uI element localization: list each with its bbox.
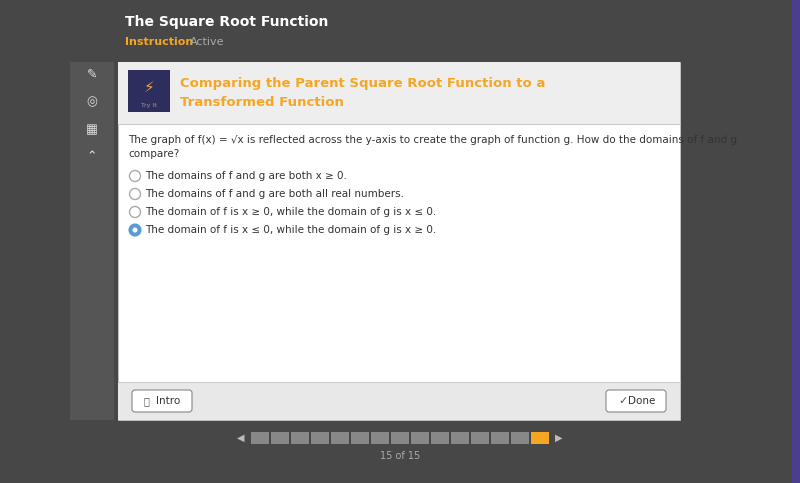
Text: ⚡: ⚡	[144, 80, 154, 95]
Text: The domains of f and g are both x ≥ 0.: The domains of f and g are both x ≥ 0.	[145, 171, 347, 181]
Text: Instruction: Instruction	[125, 37, 194, 47]
Text: compare?: compare?	[128, 149, 179, 159]
Bar	[411, 432, 429, 444]
Circle shape	[133, 227, 138, 232]
Bar	[471, 432, 489, 444]
Bar	[271, 432, 289, 444]
Bar	[118, 62, 680, 420]
Bar	[311, 432, 329, 444]
Text: The graph of f(x) = √x is reflected across the y-axis to create the graph of fun: The graph of f(x) = √x is reflected acro…	[128, 135, 737, 145]
Bar	[491, 432, 509, 444]
FancyBboxPatch shape	[606, 390, 666, 412]
Bar	[118, 62, 680, 124]
Bar	[431, 432, 449, 444]
Bar	[118, 382, 680, 420]
Text: Comparing the Parent Square Root Function to a: Comparing the Parent Square Root Functio…	[180, 77, 546, 90]
Text: ✎: ✎	[86, 68, 98, 81]
Text: Intro: Intro	[156, 396, 180, 406]
Bar	[391, 432, 409, 444]
Text: ▶: ▶	[555, 433, 562, 443]
Text: ◀: ◀	[238, 433, 245, 443]
Text: ◎: ◎	[86, 96, 98, 109]
Text: The domain of f is x ≤ 0, while the domain of g is x ≥ 0.: The domain of f is x ≤ 0, while the doma…	[145, 225, 436, 235]
FancyBboxPatch shape	[132, 390, 192, 412]
Circle shape	[130, 207, 141, 217]
Bar	[451, 432, 469, 444]
Text: ✓: ✓	[618, 396, 627, 406]
Bar	[331, 432, 349, 444]
Text: The domains of f and g are both all real numbers.: The domains of f and g are both all real…	[145, 189, 404, 199]
Text: Done: Done	[628, 396, 656, 406]
Bar	[531, 432, 549, 444]
Circle shape	[130, 225, 141, 236]
Bar	[251, 432, 269, 444]
Text: Try It: Try It	[141, 102, 157, 108]
Text: ⌃: ⌃	[86, 151, 98, 164]
Bar	[291, 432, 309, 444]
Bar	[511, 432, 529, 444]
Text: ▦: ▦	[86, 124, 98, 137]
Text: The Square Root Function: The Square Root Function	[125, 15, 328, 29]
Bar	[70, 62, 114, 420]
Text: 15 of 15: 15 of 15	[380, 451, 420, 461]
Text: The domain of f is x ≥ 0, while the domain of g is x ≤ 0.: The domain of f is x ≥ 0, while the doma…	[145, 207, 436, 217]
Circle shape	[130, 170, 141, 182]
Bar	[128, 70, 170, 112]
Text: 🔊: 🔊	[144, 396, 150, 406]
Text: Active: Active	[190, 37, 225, 47]
Text: Transformed Function: Transformed Function	[180, 96, 344, 109]
Bar	[351, 432, 369, 444]
Bar	[371, 432, 389, 444]
Circle shape	[130, 188, 141, 199]
Bar	[792, 0, 800, 483]
